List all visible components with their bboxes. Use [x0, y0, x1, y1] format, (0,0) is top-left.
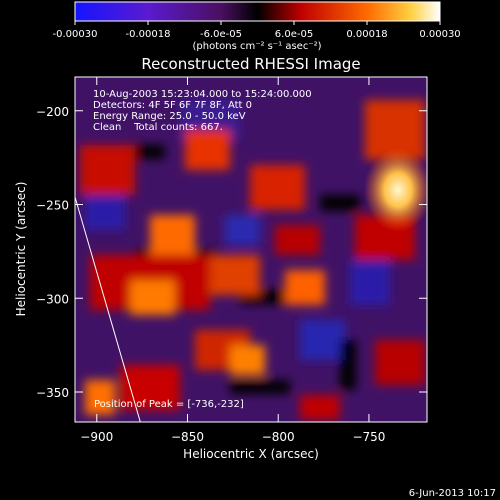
peak-position-label: Position of Peak = [-736,-232] [94, 399, 244, 410]
colorbar-tick-label: -6.0e-05 [200, 29, 242, 40]
x-tick-label: −850 [171, 430, 204, 444]
colorbar-tick-label: 6.0e-05 [275, 29, 313, 40]
y-tick-label: −200 [36, 105, 69, 119]
colorbar-tick-label: 0.00018 [346, 29, 387, 40]
y-tick-label: −300 [36, 292, 69, 306]
colorbar-unit-label: (photons cm⁻² s⁻¹ asec⁻²) [192, 41, 321, 52]
x-axis-label: Heliocentric X (arcsec) [183, 447, 319, 461]
colorbar-gradient [74, 1, 441, 22]
colorbar-tick-label: -0.00018 [126, 29, 171, 40]
colorbar-ticks: -0.00030 -0.00018 -6.0e-05 6.0e-05 0.00018 0.… [53, 21, 461, 40]
y-axis: −200 −250 −300 −350 [36, 105, 427, 400]
x-axis: −900 −850 −800 −750 [80, 77, 385, 444]
y-axis-label: Heliocentric Y (arcsec) [14, 182, 28, 317]
footer-timestamp: 6-Jun-2013 10:17 [409, 488, 496, 499]
colorbar-tick-label: -0.00030 [53, 29, 98, 40]
peak-hotspot [364, 148, 427, 232]
annotation-energy-range: Energy Range: 25.0 - 50.0 keV [93, 111, 246, 122]
annotation-detectors: Detectors: 4F 5F 6F 7F 8F, Att 0 [93, 100, 252, 111]
chart-title: Reconstructed RHESSI Image [141, 55, 360, 73]
solar-limb-line [75, 196, 141, 422]
annotation-time-range: 10-Aug-2003 15:23:04.000 to 15:24:00.000 [93, 89, 312, 100]
annotation-clean-counts: Clean Total counts: 667. [93, 122, 223, 133]
plot-frame [74, 76, 428, 423]
x-tick-label: −900 [80, 430, 113, 444]
y-tick-label: −250 [36, 199, 69, 213]
colorbar-tick-label: 0.00030 [419, 29, 460, 40]
y-tick-label: −350 [36, 386, 69, 400]
x-tick-label: −800 [262, 430, 295, 444]
heatmap-image [75, 77, 427, 422]
x-tick-label: −750 [352, 430, 385, 444]
colorbar: -0.00030 -0.00018 -6.0e-05 6.0e-05 0.00018 0.… [53, 1, 461, 52]
annotation-block: 10-Aug-2003 15:23:04.000 to 15:24:00.000… [93, 89, 312, 133]
